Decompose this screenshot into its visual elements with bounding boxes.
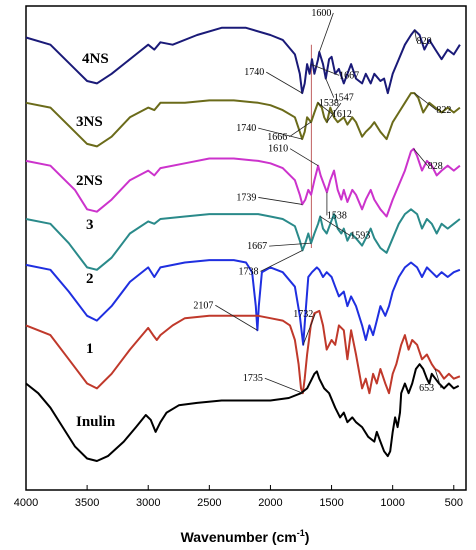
annotation-label: 1538 (327, 210, 347, 221)
series-line-4ns (25, 26, 461, 95)
series-line-3 (25, 208, 461, 271)
series-label-4ns: 4NS (82, 51, 109, 67)
x-tick-label: 1500 (319, 497, 343, 509)
annotation-label: 2107 (193, 300, 213, 311)
series-label-3: 3 (86, 217, 94, 233)
x-axis-title-main: Wavenumber (cm (181, 529, 297, 545)
series-line-1 (25, 309, 461, 395)
annotation-label: 822 (436, 105, 451, 116)
annotation-label: 1740 (244, 67, 264, 78)
annotation-label: 1735 (243, 373, 263, 384)
x-tick-label: 4000 (14, 497, 38, 509)
x-axis-ticks: 4000 3500 3000 2500 2000 1500 1000 500 (14, 485, 463, 509)
series-label-2ns: 2NS (76, 173, 103, 189)
series-label-inulin: Inulin (76, 414, 116, 430)
x-tick-label: 2000 (258, 497, 282, 509)
annotation-leader (258, 197, 303, 205)
annotation-leader (317, 102, 333, 115)
annotation-leader (434, 368, 442, 389)
x-tick-label: 500 (445, 497, 463, 509)
annotation-leader (215, 304, 258, 331)
annotation-leader (269, 242, 312, 247)
annotation-label: 1610 (268, 144, 288, 155)
annotation-leader (302, 313, 316, 345)
plot-frame (25, 5, 467, 491)
series-layer (25, 26, 461, 462)
annotation-label: 1666 (267, 132, 287, 143)
annotation-label: 828 (428, 161, 443, 172)
annotation-label: 1667 (247, 241, 267, 252)
annotation-label: 1739 (236, 192, 256, 203)
annotation-leader (414, 30, 418, 42)
annotation-leader (319, 216, 351, 236)
annotation-label: 1600 (311, 8, 331, 19)
x-axis-title-sup: -1 (297, 528, 305, 538)
annotation-label: 653 (419, 383, 434, 394)
annotation-label: 1538 (319, 98, 339, 109)
annotation-label: 1732 (293, 309, 313, 320)
annotation-label: 1612 (332, 109, 352, 120)
x-tick-label: 2500 (197, 497, 221, 509)
series-label-2: 2 (86, 271, 94, 287)
x-tick-label: 3500 (75, 497, 99, 509)
annotation-leader (414, 92, 437, 111)
series-label-layer: 4NS 3NS 2NS 3 2 1 Inulin (76, 51, 116, 430)
annotation-leader (325, 78, 335, 98)
annotation-label: 1740 (236, 123, 256, 134)
annotation-label: 1667 (339, 70, 359, 81)
annotation-leader (258, 127, 303, 140)
series-line-2 (25, 259, 461, 346)
series-label-3ns: 3NS (76, 114, 103, 130)
annotation-label: 1738 (238, 266, 258, 277)
annotation-leader (289, 148, 319, 167)
annotation-label: 1593 (350, 231, 370, 242)
series-line-inulin (25, 363, 460, 462)
annotation-leader (260, 250, 303, 272)
annotation-leader (310, 63, 340, 76)
annotation-leader (266, 71, 303, 94)
x-tick-label: 3000 (136, 497, 160, 509)
series-label-1: 1 (86, 341, 94, 357)
annotation-leader (326, 102, 342, 123)
annotation-leader (289, 121, 312, 138)
annotation-leader (264, 377, 303, 394)
annotation-leader (318, 12, 334, 53)
x-axis-title-close: ) (305, 529, 310, 545)
annotation-label: 1547 (334, 93, 354, 104)
x-tick-label: 1000 (380, 497, 404, 509)
annotation-leader (413, 148, 428, 167)
x-axis-title: Wavenumber (cm-1) (181, 528, 310, 545)
series-line-3ns (25, 92, 461, 148)
annotation-label: 820 (417, 36, 432, 47)
